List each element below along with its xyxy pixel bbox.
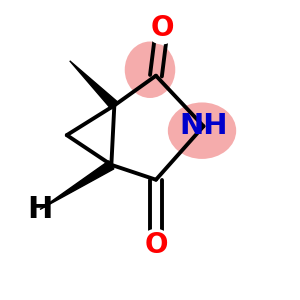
Polygon shape bbox=[40, 161, 114, 209]
Ellipse shape bbox=[146, 12, 178, 44]
Text: O: O bbox=[144, 231, 168, 259]
Ellipse shape bbox=[140, 229, 172, 262]
Ellipse shape bbox=[168, 102, 236, 159]
Text: H: H bbox=[27, 195, 53, 224]
Text: O: O bbox=[150, 14, 174, 42]
Text: NH: NH bbox=[179, 112, 228, 140]
Ellipse shape bbox=[125, 41, 175, 98]
Polygon shape bbox=[70, 61, 118, 109]
